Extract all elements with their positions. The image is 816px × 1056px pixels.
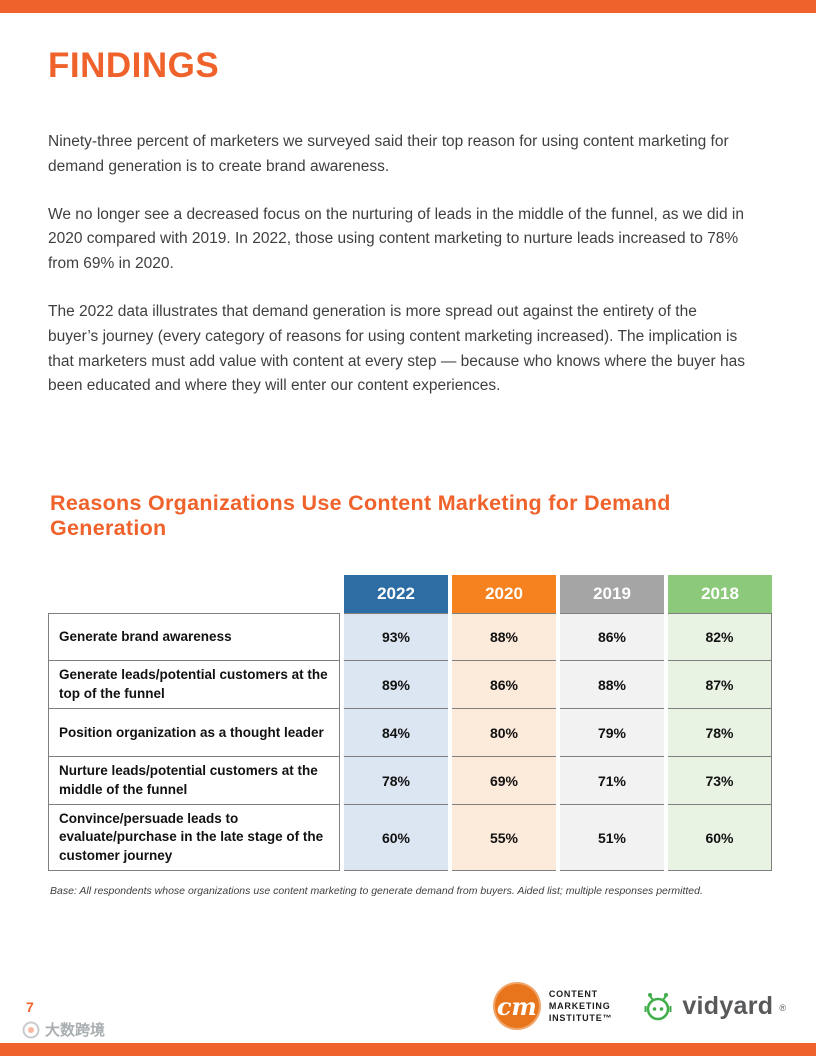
cell-value: 88%: [560, 661, 664, 710]
vidyard-robot-icon: [644, 993, 672, 1021]
row-label: Generate leads/potential customers at th…: [48, 661, 340, 710]
cell-value: 79%: [560, 709, 664, 758]
row-label: Nurture leads/potential customers at the…: [48, 757, 340, 806]
page-number: 7: [26, 999, 34, 1015]
cmi-logo: cm CONTENT MARKETING INSTITUTE™: [492, 982, 613, 1030]
body-paragraph-2: We no longer see a decreased focus on th…: [48, 205, 744, 273]
page-content: FINDINGS Ninety-three percent of markete…: [44, 46, 776, 897]
column-header-2019: 2019: [560, 575, 664, 614]
row-label: Position organization as a thought leade…: [48, 709, 340, 758]
cell-value: 80%: [452, 709, 556, 758]
body-paragraph-3: The 2022 data illustrates that demand ge…: [48, 302, 746, 395]
cell-value: 84%: [344, 709, 448, 758]
page-footer-left: 7 大数跨境: [22, 999, 105, 1040]
cell-value: 87%: [668, 661, 772, 710]
cell-value: 60%: [344, 805, 448, 871]
top-accent-bar: [0, 0, 816, 13]
watermark-text: 大数跨境: [45, 1022, 106, 1039]
vidyard-wordmark: vidyard: [682, 991, 774, 1020]
row-label: Convince/persuade leads to evaluate/purc…: [48, 805, 340, 871]
cmi-line-3: INSTITUTE™: [548, 1013, 613, 1024]
table-row: Generate brand awareness 93% 88% 86% 82%: [48, 613, 772, 662]
column-header-2020: 2020: [452, 575, 556, 614]
cell-value: 86%: [560, 613, 664, 662]
cell-value: 86%: [452, 661, 556, 710]
table-row: Position organization as a thought leade…: [48, 709, 772, 758]
cell-value: 78%: [668, 709, 772, 758]
cell-value: 89%: [344, 661, 448, 710]
cell-value: 71%: [560, 757, 664, 806]
watermark: 大数跨境: [22, 1019, 105, 1040]
vidyard-logo: vidyard ®: [640, 988, 786, 1024]
cell-value: 55%: [452, 805, 556, 871]
cell-value: 51%: [560, 805, 664, 871]
cell-value: 69%: [452, 757, 556, 806]
cell-value: 60%: [668, 805, 772, 871]
table-row: Generate leads/potential customers at th…: [48, 661, 772, 710]
cell-value: 88%: [452, 613, 556, 662]
cmi-logo-icon: cm: [492, 982, 541, 1030]
cell-value: 93%: [344, 613, 448, 662]
cmi-line-2: MARKETING: [548, 1000, 611, 1011]
base-note: Base: All respondents whose organization…: [50, 884, 703, 897]
body-paragraph-1: Ninety-three percent of marketers we sur…: [48, 133, 729, 175]
row-label: Generate brand awareness: [48, 613, 340, 662]
cell-value: 73%: [668, 757, 772, 806]
cell-value: 78%: [344, 757, 448, 806]
table-header-row: 2022 2020 2019 2018: [48, 575, 772, 614]
cmi-line-1: CONTENT: [548, 988, 598, 999]
page-title: FINDINGS: [48, 46, 220, 85]
footer-logos: cm CONTENT MARKETING INSTITUTE™ vidyard …: [492, 982, 786, 1030]
bottom-accent-bar: [0, 1043, 816, 1056]
cell-value: 82%: [668, 613, 772, 662]
empty-header-cell: [48, 575, 340, 613]
table-row: Convince/persuade leads to evaluate/purc…: [48, 805, 772, 871]
cmi-monogram: cm: [496, 991, 537, 1021]
column-header-2022: 2022: [344, 575, 448, 614]
column-header-2018: 2018: [668, 575, 772, 614]
cmi-logo-text: CONTENT MARKETING INSTITUTE™: [549, 988, 613, 1024]
table-title: Reasons Organizations Use Content Market…: [50, 491, 671, 541]
demand-generation-table: 2022 2020 2019 2018 Generate brand aware…: [44, 575, 776, 871]
table-row: Nurture leads/potential customers at the…: [48, 757, 772, 806]
vidyard-registered-mark: ®: [779, 1003, 786, 1013]
watermark-logo-icon: [22, 1021, 40, 1038]
